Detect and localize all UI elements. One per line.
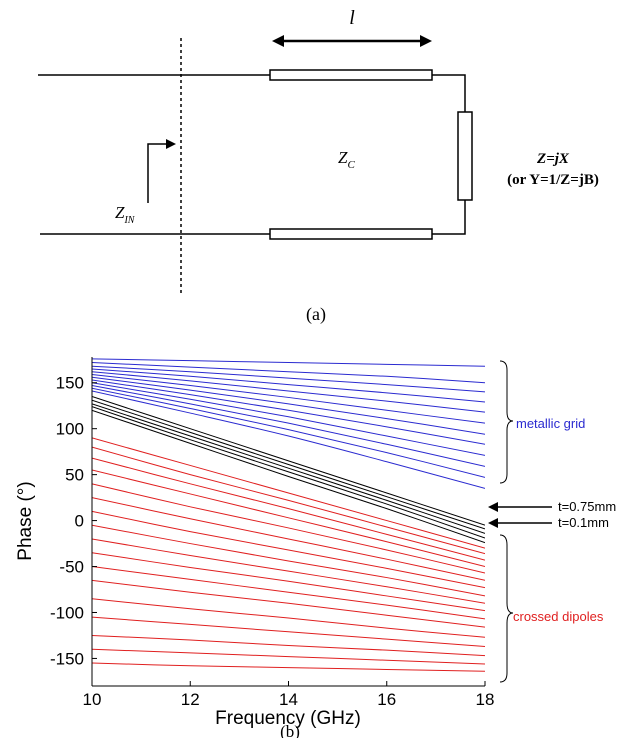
series-line-group2-2 xyxy=(92,457,485,561)
y-tick-label: -100 xyxy=(50,603,84,622)
input-impedance-label: ZIN xyxy=(115,203,136,226)
length-arrow-left-head xyxy=(272,35,284,47)
y-tick-label: -50 xyxy=(59,558,84,577)
t01-arrow-head xyxy=(488,518,498,528)
series-line-group0-1 xyxy=(92,362,485,384)
y-axis-label: Phase (°) xyxy=(15,481,36,560)
series-line-group0-10 xyxy=(92,387,485,478)
series-line-group0-8 xyxy=(92,382,485,456)
series-line-group2-15 xyxy=(92,648,485,665)
caption-a: (a) xyxy=(306,304,326,325)
series-line-group2-10 xyxy=(92,566,485,620)
top-conductor-right xyxy=(432,74,466,112)
y-tick-label: 100 xyxy=(56,420,84,439)
phase-chart: 10 12 14 16 18 150 100 50 0 -50 -100 -150 Frequency… xyxy=(15,357,616,738)
series-line-group1-4 xyxy=(92,409,485,544)
t075-label: t=0.75mm xyxy=(558,499,616,514)
series-line-group0-2 xyxy=(92,365,485,393)
metallic-grid-label: metallic grid xyxy=(516,416,585,431)
series-line-group2-5 xyxy=(92,497,485,581)
series-line-group2-6 xyxy=(92,510,485,589)
series-line-group2-12 xyxy=(92,598,485,638)
x-tick-label: 10 xyxy=(83,690,102,709)
x-tick-label: 14 xyxy=(279,690,298,709)
series-line-group2-11 xyxy=(92,579,485,628)
length-arrow-right-head xyxy=(420,35,432,47)
series-line-group1-1 xyxy=(92,399,485,530)
input-arrow-shaft xyxy=(147,143,167,203)
series-line-group1-0 xyxy=(92,396,485,526)
series-line-group2-9 xyxy=(92,552,485,612)
series-line-group0-3 xyxy=(92,368,485,403)
top-line-segment xyxy=(269,69,433,81)
series-line-group2-14 xyxy=(92,634,485,657)
y-tick-label: -150 xyxy=(50,649,84,668)
t075-arrow-head xyxy=(488,502,498,512)
series-line-group2-13 xyxy=(92,616,485,647)
series-line-group0-4 xyxy=(92,371,485,413)
x-tick-label: 18 xyxy=(476,690,495,709)
y-tick-label: 150 xyxy=(56,374,84,393)
series-line-group0-7 xyxy=(92,379,485,445)
bottom-conductor-right xyxy=(432,200,466,235)
crossed-dipoles-label: crossed dipoles xyxy=(513,609,604,624)
series-line-group2-0 xyxy=(92,437,485,549)
series-line-group2-16 xyxy=(92,662,485,672)
series-layer xyxy=(92,358,485,672)
series-line-group1-2 xyxy=(92,403,485,534)
characteristic-impedance-label: ZC xyxy=(338,148,355,171)
series-line-group1-3 xyxy=(92,406,485,539)
load-label: Z=jX xyxy=(536,151,570,167)
y-tick-label: 50 xyxy=(65,466,84,485)
metallic-grid-brace xyxy=(499,360,514,484)
series-line-group0-6 xyxy=(92,376,485,435)
series-line-group0-9 xyxy=(92,384,485,467)
series-line-group0-0 xyxy=(92,358,485,367)
tick-layer: 10 12 14 16 18 150 100 50 0 -50 -100 -150 xyxy=(50,374,494,709)
series-line-group2-3 xyxy=(92,469,485,568)
x-tick-label: 12 xyxy=(181,690,200,709)
plot-area xyxy=(92,357,485,686)
series-line-group0-5 xyxy=(92,373,485,424)
series-line-group2-8 xyxy=(92,538,485,604)
x-axis-label: Frequency (GHz) xyxy=(215,708,361,729)
x-tick-label: 16 xyxy=(377,690,396,709)
load-impedance xyxy=(457,111,473,201)
input-arrow-head xyxy=(166,139,176,149)
series-line-group2-4 xyxy=(92,483,485,574)
bottom-line-segment xyxy=(269,228,433,240)
y-tick-label: 0 xyxy=(75,512,84,531)
caption-b: (b) xyxy=(280,722,300,738)
crossed-dipoles-brace xyxy=(499,534,514,683)
series-line-group0-11 xyxy=(92,390,485,489)
series-line-group2-7 xyxy=(92,524,485,597)
circuit-diagram: l ZC ZIN Z=jX (or Y=1/Z=jB) (a) xyxy=(38,7,599,325)
length-label: l xyxy=(349,7,355,29)
load-label-alt: (or Y=1/Z=jB) xyxy=(507,172,599,188)
series-line-group2-1 xyxy=(92,446,485,555)
t01-label: t=0.1mm xyxy=(558,515,609,530)
